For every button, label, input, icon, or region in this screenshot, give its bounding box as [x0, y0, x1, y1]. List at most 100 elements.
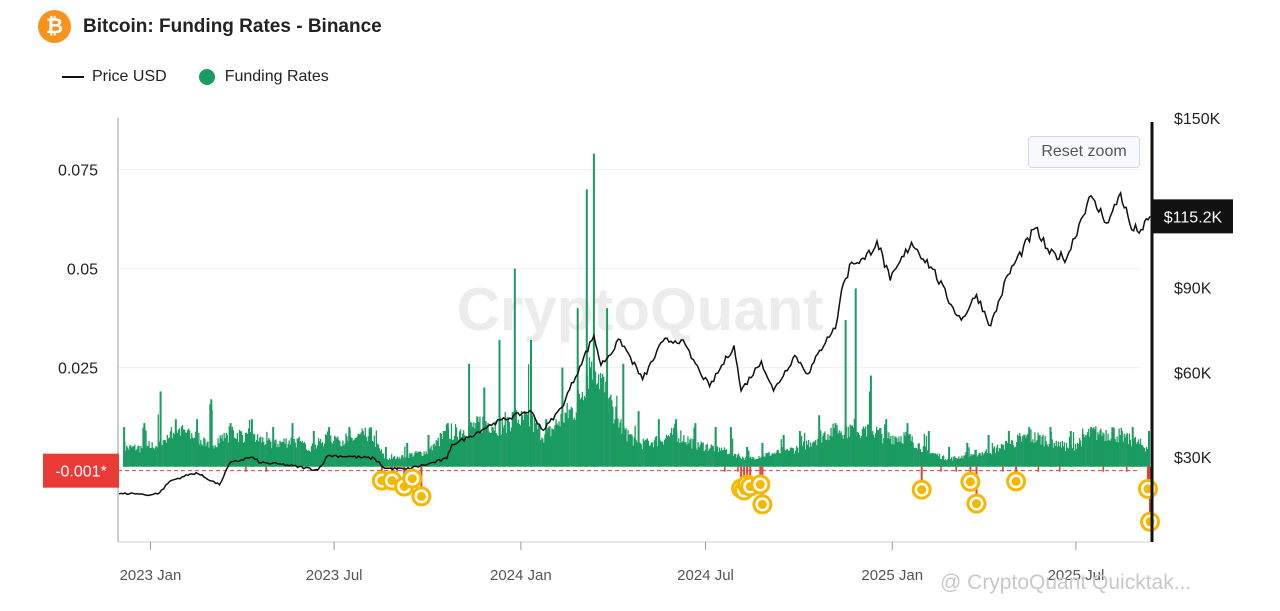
alert-marker-dot [965, 477, 975, 487]
funding-bar [295, 447, 297, 467]
funding-bar [734, 453, 736, 467]
funding-bar [764, 456, 766, 467]
funding-bar [679, 443, 681, 467]
funding-bar [786, 449, 788, 467]
legend-label-price: Price USD [92, 68, 167, 85]
funding-bar [270, 441, 272, 467]
funding-bar [609, 396, 611, 467]
funding-bar [444, 431, 446, 467]
funding-bar [1095, 426, 1097, 467]
funding-bar [837, 433, 839, 467]
funding-bar [980, 455, 982, 467]
funding-peak-bar [174, 419, 177, 467]
x-tick-label: 2025 Jul [1048, 567, 1105, 584]
funding-bar [1042, 434, 1044, 467]
funding-bar [226, 434, 228, 467]
funding-bar [879, 428, 881, 467]
funding-bar [440, 434, 442, 467]
funding-bar [1011, 439, 1013, 467]
funding-bar [626, 441, 628, 467]
funding-peak-bar [854, 288, 857, 467]
funding-bar [654, 437, 657, 467]
funding-bar [502, 427, 504, 467]
funding-bar [507, 417, 509, 467]
funding-bar [652, 447, 655, 467]
negative-funding-tick [1037, 466, 1040, 472]
funding-bar [1138, 443, 1141, 467]
funding-bar [544, 434, 546, 467]
negative-funding-tick [1102, 466, 1105, 472]
funding-bar [1024, 434, 1026, 467]
funding-bar [889, 438, 891, 467]
funding-bar [779, 453, 781, 467]
funding-bar [612, 406, 614, 467]
funding-bar [362, 431, 364, 467]
funding-bar [1051, 439, 1053, 467]
funding-bar [1101, 436, 1103, 467]
funding-bar [231, 426, 233, 467]
funding-bar [556, 423, 558, 467]
funding-bar [956, 458, 958, 467]
funding-bar [1055, 440, 1057, 467]
funding-bar [861, 428, 864, 467]
funding-bar [478, 421, 480, 467]
funding-bar [569, 409, 571, 467]
funding-bar [738, 453, 740, 467]
funding-bar [540, 440, 542, 467]
funding-bar [1076, 442, 1079, 467]
funding-bar [240, 431, 243, 467]
funding-bar [1036, 440, 1038, 467]
funding-bar [651, 442, 654, 467]
legend-item-price[interactable]: Price USD [62, 68, 167, 86]
funding-bar [905, 431, 907, 467]
funding-bar [298, 436, 300, 467]
funding-bar [934, 453, 937, 467]
funding-bar [481, 432, 483, 467]
funding-bar [536, 421, 538, 467]
funding-peak-bar [657, 419, 660, 467]
funding-bar [372, 442, 374, 467]
funding-bar [946, 460, 948, 467]
funding-bar [472, 426, 474, 467]
legend-item-funding[interactable]: Funding Rates [198, 68, 329, 86]
funding-bar [453, 436, 456, 467]
funding-peak-bar [1028, 427, 1031, 467]
funding-bar [900, 436, 902, 467]
funding-bar [269, 439, 271, 467]
funding-bar [810, 442, 812, 467]
funding-bar [452, 439, 455, 467]
funding-bar [308, 450, 311, 467]
funding-bar [891, 444, 893, 467]
alert-marker-dot [1143, 484, 1153, 494]
funding-bar [851, 425, 853, 467]
funding-peak-bar [966, 442, 969, 467]
funding-bar [132, 446, 134, 467]
funding-bar [208, 447, 210, 467]
funding-bar [330, 435, 332, 467]
funding-peak-bar [869, 375, 872, 467]
funding-bar [936, 453, 939, 467]
funding-bar [487, 422, 489, 467]
funding-bar [552, 429, 554, 467]
funding-bar [712, 446, 714, 467]
funding-bar [610, 394, 612, 467]
funding-bar [1105, 429, 1107, 467]
alert-markers[interactable] [371, 468, 1160, 532]
funding-bar [149, 447, 151, 467]
alert-marker-dot [917, 485, 927, 495]
funding-bar [882, 443, 884, 467]
funding-bar [742, 456, 744, 467]
funding-bar [244, 433, 247, 467]
funding-bar [842, 438, 844, 467]
funding-bar [319, 439, 322, 467]
funding-bar [560, 413, 562, 467]
funding-bar [346, 436, 348, 467]
negative-funding-tick [724, 466, 726, 472]
funding-bar [977, 455, 979, 467]
funding-bar [227, 442, 229, 467]
funding-bar [551, 428, 553, 467]
funding-bar [996, 444, 999, 467]
funding-bar [338, 439, 340, 467]
reset-zoom-button[interactable]: Reset zoom [1028, 136, 1140, 168]
